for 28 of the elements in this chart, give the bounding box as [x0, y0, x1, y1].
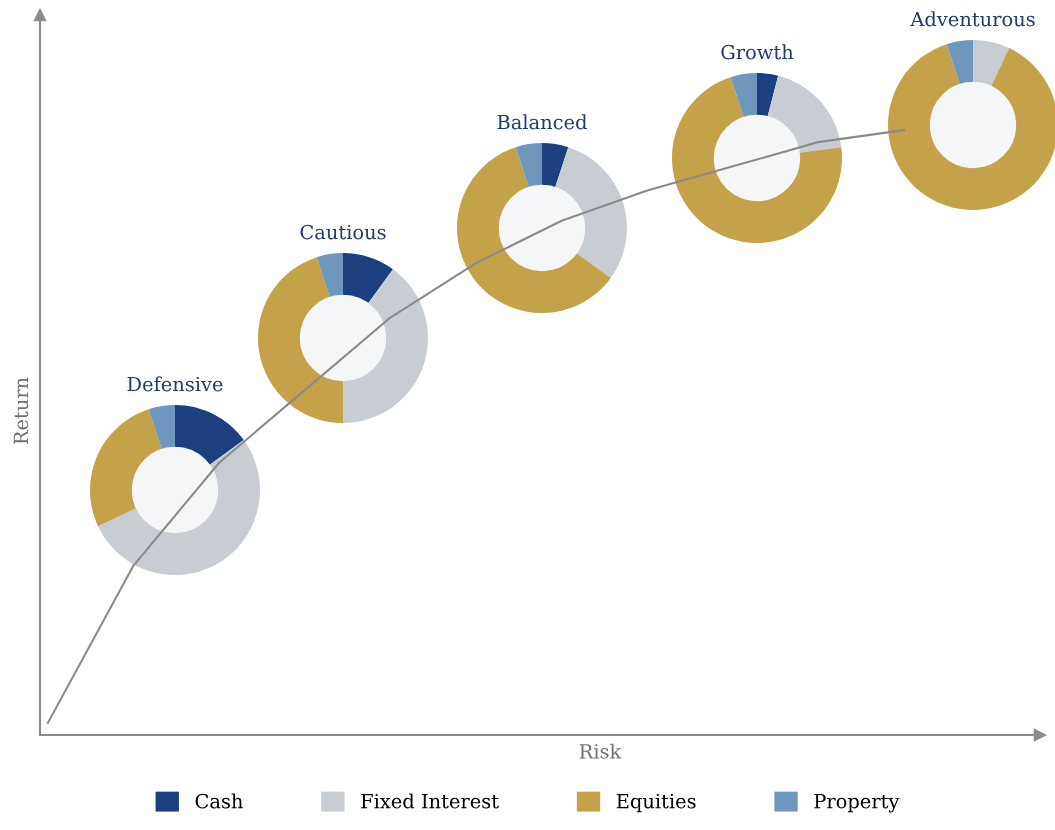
donut-slice: [343, 253, 393, 304]
chart-title: Cautious: [300, 224, 386, 240]
donut-slice: [258, 257, 343, 423]
donut-slice: [148, 405, 175, 450]
donut-slice: [542, 143, 569, 188]
donut-slice: [757, 73, 779, 117]
legend-label: Property: [814, 794, 900, 813]
x-axis-title: Risk: [579, 743, 622, 759]
chart-title: Adventurous: [910, 11, 1035, 27]
donut-slice: [457, 147, 611, 313]
legend-label: Cash: [195, 793, 243, 809]
legend-label: Fixed Interest: [361, 793, 499, 809]
y-axis-title: Return: [13, 377, 29, 445]
chart-title: Balanced: [497, 114, 587, 130]
chart-title: Growth: [721, 44, 794, 60]
donut-slice: [730, 73, 757, 118]
donut-slice: [515, 143, 542, 188]
donut-slice: [973, 40, 1010, 87]
donut-slice: [316, 253, 343, 298]
donut-slice: [90, 409, 162, 527]
donut-slice: [767, 75, 842, 153]
donut-slice: [343, 269, 428, 423]
donut-slice: [946, 40, 973, 85]
chart-title: Defensive: [127, 376, 223, 392]
legend-label: Equities: [616, 793, 696, 813]
donut-slice: [175, 405, 244, 466]
donut-slice: [555, 147, 627, 278]
donut-slice: [98, 440, 260, 575]
